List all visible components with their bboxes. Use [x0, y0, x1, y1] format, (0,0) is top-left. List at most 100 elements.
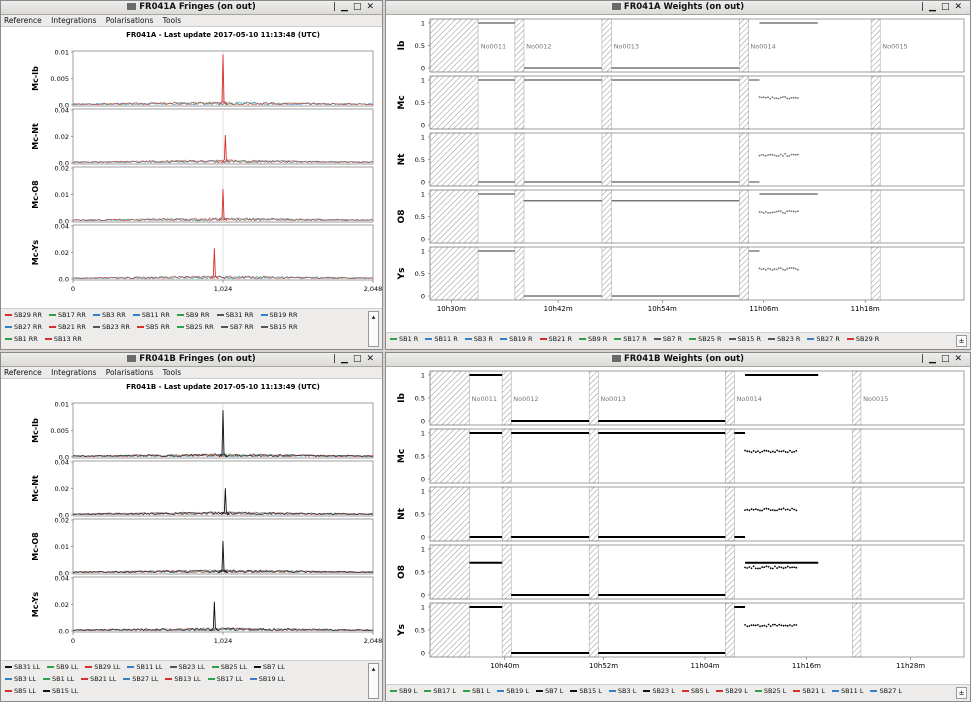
legend-item[interactable]: SB17 R	[614, 335, 647, 343]
legend-item[interactable]: SB3 RR	[92, 311, 126, 319]
legend-label: SB19 L	[506, 687, 529, 695]
legend-item[interactable]: SB29 RR	[5, 311, 42, 319]
flag-hatch	[870, 246, 881, 301]
menu-integrations[interactable]: Integrations	[51, 16, 97, 25]
legend-item[interactable]: SB1 L	[462, 687, 490, 695]
legend-item[interactable]: SB13 RR	[44, 335, 82, 343]
legend-item[interactable]: SB27 L	[870, 687, 902, 695]
legend-label: SB7 RR	[229, 323, 254, 331]
window-controls[interactable]: |▁□✕	[921, 2, 967, 12]
app-icon	[611, 355, 621, 362]
legend-item[interactable]: SB7 LL	[253, 663, 285, 671]
weight-point	[759, 509, 761, 512]
legend-item[interactable]: SB31 RR	[216, 311, 254, 319]
legend-scrollbar[interactable]: ±	[956, 687, 967, 699]
legend-item[interactable]: SB3 R	[464, 335, 493, 343]
legend-item[interactable]: SB1 RR	[5, 335, 38, 343]
window-titlebar[interactable]: FR041B Fringes (on out) |▁□✕	[1, 353, 382, 367]
legend-item[interactable]: SB19 LL	[249, 675, 285, 683]
window-titlebar[interactable]: FR041B Weights (on out) |▁□✕	[386, 353, 970, 367]
legend-item[interactable]: SB11 R	[425, 335, 458, 343]
legend-item[interactable]: SB9 L	[390, 687, 417, 695]
menu-polarisations[interactable]: Polarisations	[105, 368, 154, 377]
weight-point	[797, 210, 799, 212]
menu-integrations[interactable]: Integrations	[51, 368, 97, 377]
weight-point	[782, 96, 784, 98]
weight-point	[761, 625, 764, 627]
legend-item[interactable]: SB25 LL	[211, 663, 247, 671]
menu-reference[interactable]: Reference	[4, 16, 42, 25]
window-titlebar[interactable]: FR041A Weights (on out) |▁□✕	[386, 1, 970, 15]
legend-item[interactable]: SB15 R	[728, 335, 761, 343]
legend-label: SB29 L	[725, 687, 748, 695]
legend-item[interactable]: SB21 L	[793, 687, 825, 695]
legend-item[interactable]: SB3 L	[608, 687, 636, 695]
window-controls[interactable]: |▁□✕	[921, 354, 967, 364]
legend-item[interactable]: SB7 R	[653, 335, 682, 343]
legend-item[interactable]: SB25 R	[689, 335, 722, 343]
legend-item[interactable]: SB17 RR	[48, 311, 86, 319]
legend-item[interactable]: SB15 LL	[43, 687, 78, 695]
legend-item[interactable]: SB11 LL	[127, 663, 163, 671]
legend-item[interactable]: SB27 R	[807, 335, 840, 343]
legend-item[interactable]: SB23 R	[767, 335, 800, 343]
legend-item[interactable]: SB9 RR	[176, 311, 210, 319]
legend-scrollbar[interactable]: ±	[956, 335, 967, 347]
legend-item[interactable]: SB11 RR	[132, 311, 170, 319]
legend-label: SB21 LL	[90, 675, 117, 683]
legend-item[interactable]: SB27 LL	[123, 675, 158, 683]
window-controls[interactable]: |▁□✕	[333, 2, 379, 12]
menu-reference[interactable]: Reference	[4, 368, 42, 377]
menu-tools[interactable]: Tools	[162, 16, 182, 25]
legend-item[interactable]: SB21 R	[539, 335, 572, 343]
legend-label: SB25 RR	[185, 323, 214, 331]
legend-scrollbar[interactable]: ▴	[368, 311, 379, 347]
menu-tools[interactable]: Tools	[162, 368, 182, 377]
legend-item[interactable]: SB25 RR	[176, 323, 214, 331]
legend-item[interactable]: SB29 LL	[85, 663, 120, 671]
legend-item[interactable]: SB21 LL	[81, 675, 116, 683]
legend-item[interactable]: SB5 L	[681, 687, 709, 695]
legend-item[interactable]: SB17 LL	[207, 675, 243, 683]
legend-item[interactable]: SB23 L	[643, 687, 675, 695]
legend-item[interactable]: SB21 RR	[48, 323, 86, 331]
legend-item[interactable]: SB25 L	[754, 687, 786, 695]
legend-item[interactable]: SB29 R	[846, 335, 879, 343]
flag-hatch	[870, 132, 881, 187]
legend-scrollbar[interactable]: ▴	[368, 663, 379, 699]
legend-item[interactable]: SB9 R	[578, 335, 607, 343]
weight-point	[779, 267, 782, 269]
legend-item[interactable]: SB13 LL	[165, 675, 201, 683]
weight-point	[764, 268, 767, 271]
legend-item[interactable]: SB31 LL	[5, 663, 40, 671]
legend-item[interactable]: SB7 RR	[220, 323, 254, 331]
legend-item[interactable]: SB17 L	[424, 687, 456, 695]
legend-item[interactable]: SB5 RR	[136, 323, 170, 331]
legend-item[interactable]: SB23 LL	[169, 663, 205, 671]
legend-item[interactable]: SB29 L	[716, 687, 748, 695]
noise-trace	[72, 101, 374, 106]
legend-item[interactable]: SB11 L	[831, 687, 863, 695]
legend-item[interactable]: SB1 R	[390, 335, 418, 343]
legend-item[interactable]: SB27 RR	[5, 323, 42, 331]
window-controls[interactable]: |▁□✕	[333, 354, 379, 364]
menu-polarisations[interactable]: Polarisations	[105, 16, 154, 25]
fringe-plot: FR041A - Last update 2017-05-10 11:13:48…	[31, 31, 382, 293]
legend-swatch	[260, 326, 268, 328]
legend-item[interactable]: SB5 LL	[5, 687, 36, 695]
legend-item[interactable]: SB23 RR	[92, 323, 130, 331]
weight-point	[758, 154, 761, 157]
legend-label: SB27 R	[816, 335, 840, 343]
legend-label: SB9 L	[399, 687, 418, 695]
legend-item[interactable]: SB1 LL	[43, 675, 74, 683]
legend-item[interactable]: SB19 R	[500, 335, 533, 343]
legend-item[interactable]: SB15 L	[570, 687, 602, 695]
legend-item[interactable]: SB7 L	[535, 687, 563, 695]
legend-item[interactable]: SB3 LL	[5, 675, 36, 683]
legend-item[interactable]: SB19 L	[497, 687, 529, 695]
window-titlebar[interactable]: FR041A Fringes (on out) |▁□✕	[1, 1, 382, 15]
legend-item[interactable]: SB19 RR	[260, 311, 298, 319]
weight-point	[797, 153, 799, 156]
legend-item[interactable]: SB15 RR	[260, 323, 298, 331]
legend-item[interactable]: SB9 LL	[47, 663, 78, 671]
